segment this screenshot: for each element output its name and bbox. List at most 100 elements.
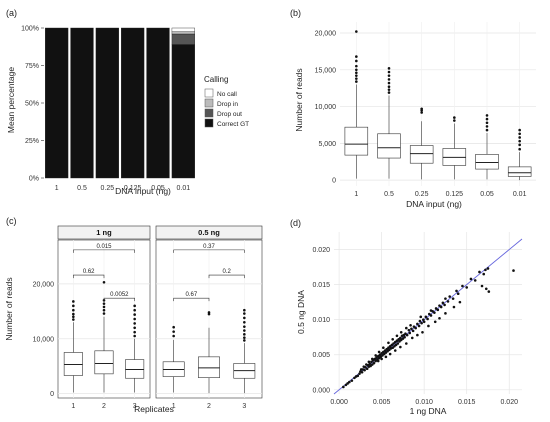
panel-a-y-tick-label: 100% bbox=[21, 26, 39, 33]
panel-d-x-tick-label: 0.015 bbox=[458, 399, 476, 406]
scatter-point bbox=[480, 284, 484, 288]
scatter-point bbox=[391, 337, 394, 341]
panel-d-x-tick-label: 0.020 bbox=[500, 399, 518, 406]
scatter-point bbox=[433, 311, 436, 314]
scatter-point bbox=[436, 308, 440, 312]
panel-b-x-axis-title: DNA input (ng) bbox=[406, 199, 462, 209]
scatter-point bbox=[461, 284, 464, 288]
panel-c-x-tick-label: 1 bbox=[172, 403, 176, 410]
scatter-point bbox=[388, 352, 392, 356]
box-outlier-point bbox=[102, 280, 106, 284]
panel-d-y-tick-label: 0.000 bbox=[312, 387, 330, 394]
legend-swatch bbox=[204, 88, 214, 98]
panel-a-x-axis-title: DNA input (ng) bbox=[115, 186, 171, 196]
box-outlier-point bbox=[172, 330, 175, 333]
box-outlier-point bbox=[355, 77, 358, 80]
scatter-point bbox=[421, 330, 424, 334]
box-outlier-point bbox=[387, 67, 391, 70]
box-outlier-point bbox=[387, 88, 391, 91]
panel-a-bar-segment bbox=[70, 27, 94, 179]
box-iqr bbox=[344, 126, 369, 156]
scatter-point bbox=[399, 330, 403, 334]
comparison-bracket bbox=[73, 249, 135, 253]
identity-reference-line bbox=[333, 238, 523, 395]
scatter-point bbox=[429, 314, 433, 317]
scatter-point bbox=[416, 333, 419, 337]
box-outlier-point bbox=[243, 312, 246, 315]
scatter-point bbox=[458, 300, 462, 304]
scatter-point bbox=[469, 277, 473, 281]
box-outlier-point bbox=[243, 339, 246, 342]
scatter-point bbox=[424, 315, 428, 319]
box-outlier-point bbox=[243, 333, 246, 336]
box-iqr bbox=[125, 359, 145, 379]
scatter-point bbox=[427, 324, 430, 328]
legend-entry: Correct GT bbox=[217, 121, 249, 128]
scatter-point bbox=[367, 360, 371, 364]
box-outlier-point bbox=[133, 317, 136, 321]
panel-a-label: (a) bbox=[6, 8, 17, 18]
panel-c-x-tick-label: 3 bbox=[133, 403, 137, 410]
legend-title: Calling bbox=[204, 75, 228, 84]
panel-c-faceted-box-plot: (c) Number of reads Replicates 1 ng1 2 30.… bbox=[4, 216, 263, 414]
scatter-point bbox=[368, 362, 372, 366]
legend-entry: Drop out bbox=[217, 111, 242, 118]
box-iqr bbox=[198, 356, 220, 379]
box-outlier-point bbox=[243, 336, 246, 339]
box-outlier-point bbox=[453, 116, 456, 119]
box-outlier-point bbox=[355, 30, 358, 33]
panel-c-label: (c) bbox=[6, 216, 17, 226]
scatter-point bbox=[360, 370, 364, 374]
panel-a-bar-segment bbox=[171, 44, 195, 179]
panel-a-x-tick-label: 0.5 bbox=[77, 185, 87, 192]
comparison-p-value: 0.015 bbox=[96, 244, 112, 250]
panel-a-bar-segment bbox=[171, 33, 195, 45]
panel-b-box-plot: (b) Number of reads DNA input (ng) 0 5,00… bbox=[290, 8, 536, 209]
box-outlier-point bbox=[453, 119, 456, 122]
scatter-point bbox=[444, 312, 447, 315]
scatter-point bbox=[408, 331, 412, 335]
panel-d-y-tick-label: 0.005 bbox=[312, 352, 330, 359]
comparison-bracket bbox=[173, 249, 245, 253]
box-outlier-point bbox=[243, 316, 246, 320]
scatter-point bbox=[362, 365, 366, 368]
panel-d-scatter-plot: (d) 0.5 ng DNA 1 ng DNA 0.000 0.005 0.010 0… bbox=[290, 218, 523, 416]
box-outlier-point bbox=[355, 55, 358, 58]
legend-swatch bbox=[204, 98, 214, 108]
box-outlier-point bbox=[518, 139, 521, 143]
comparison-p-value: 0.62 bbox=[83, 269, 95, 275]
facet-strip-label: 1 ng bbox=[96, 228, 112, 237]
scatter-point bbox=[395, 334, 399, 338]
facet-strip bbox=[57, 225, 151, 240]
scatter-point bbox=[405, 333, 409, 337]
scatter-point bbox=[393, 349, 397, 352]
panel-a-x-tick-label: 0.05 bbox=[151, 185, 165, 192]
panel-c-y-tick-label: 0 bbox=[50, 391, 54, 398]
box-outlier-point bbox=[243, 308, 246, 312]
scatter-point bbox=[370, 357, 374, 361]
panel-d-y-tick-label: 0.015 bbox=[312, 282, 330, 289]
box-outlier-point bbox=[355, 74, 358, 77]
scatter-point bbox=[487, 290, 491, 293]
box-outlier-point bbox=[243, 329, 246, 332]
comparison-bracket bbox=[103, 297, 135, 302]
box-outlier-point bbox=[485, 114, 489, 117]
scatter-point bbox=[512, 269, 515, 272]
box-outlier-point bbox=[133, 330, 136, 334]
scatter-point bbox=[363, 368, 366, 372]
box-outlier-point bbox=[72, 300, 75, 303]
box-outlier-point bbox=[133, 313, 136, 316]
scatter-point bbox=[446, 300, 450, 303]
panel-d-x-tick-label: 0.005 bbox=[373, 399, 391, 406]
scatter-point bbox=[439, 305, 443, 309]
comparison-bracket bbox=[208, 274, 245, 279]
scatter-point bbox=[484, 268, 487, 272]
facet-strip bbox=[155, 225, 263, 240]
panel-b-x-tick-label: 1 bbox=[354, 191, 358, 198]
panel-c-x-tick-label: 1 bbox=[71, 403, 75, 410]
box-outlier-point bbox=[518, 143, 521, 147]
comparison-bracket bbox=[173, 297, 210, 302]
scatter-point bbox=[359, 368, 363, 371]
box-outlier-point bbox=[102, 305, 106, 309]
panel-b-y-tick-label: 10,000 bbox=[315, 104, 337, 111]
